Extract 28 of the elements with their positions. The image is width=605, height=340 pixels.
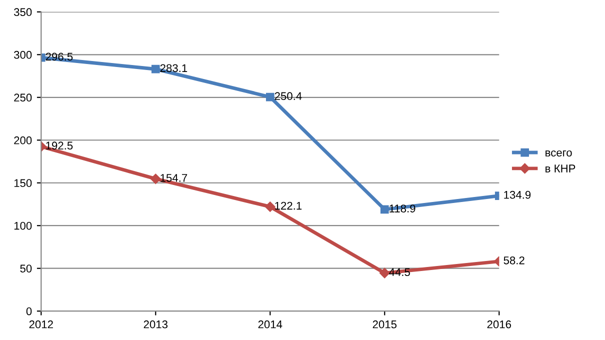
data-label: 154.7	[160, 174, 188, 182]
data-label: 192.5	[46, 142, 73, 150]
x-tick-label: 2015	[372, 320, 397, 328]
legend-label: в КНР	[546, 164, 576, 172]
x-tick-label: 2014	[258, 320, 282, 328]
data-label: 283.1	[160, 64, 188, 72]
point	[380, 268, 390, 278]
y-tick-label: 0	[26, 307, 32, 316]
data-label: 122.1	[275, 202, 302, 210]
point	[150, 174, 161, 184]
point	[266, 92, 274, 102]
y-tick-label: 200	[14, 136, 32, 144]
y-tick-label: 100	[14, 222, 32, 230]
y-tick-label: 250	[14, 94, 32, 102]
x-tick-label: 2016	[487, 320, 511, 328]
data-label: 58.2	[504, 256, 524, 264]
y-tick-label: 150	[14, 179, 32, 188]
data-label: 250.4	[274, 92, 302, 100]
data-label: 134.9	[504, 190, 531, 199]
x-tick-label: 2013	[144, 320, 168, 328]
y-tick-label: 50	[20, 264, 32, 272]
point	[151, 64, 160, 74]
y-tick-label: 350	[14, 8, 32, 16]
y-tick-label: 300	[14, 50, 32, 59]
legend-label: всего	[546, 150, 572, 157]
point	[265, 202, 276, 212]
x-tick-label: 2012	[29, 320, 53, 328]
point	[380, 205, 389, 214]
